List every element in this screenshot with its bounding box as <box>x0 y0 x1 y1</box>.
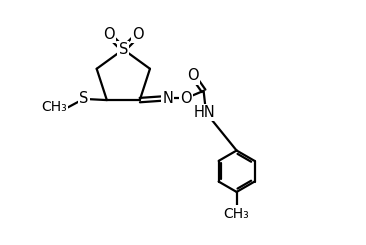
Text: O: O <box>187 68 199 83</box>
Text: HN: HN <box>194 105 216 120</box>
Text: CH₃: CH₃ <box>224 207 250 220</box>
Text: S: S <box>119 42 128 57</box>
Text: CH₃: CH₃ <box>41 100 67 114</box>
Text: O: O <box>103 27 115 42</box>
Text: O: O <box>180 91 192 106</box>
Text: S: S <box>79 91 89 106</box>
Text: O: O <box>132 27 144 42</box>
Text: N: N <box>163 91 173 106</box>
